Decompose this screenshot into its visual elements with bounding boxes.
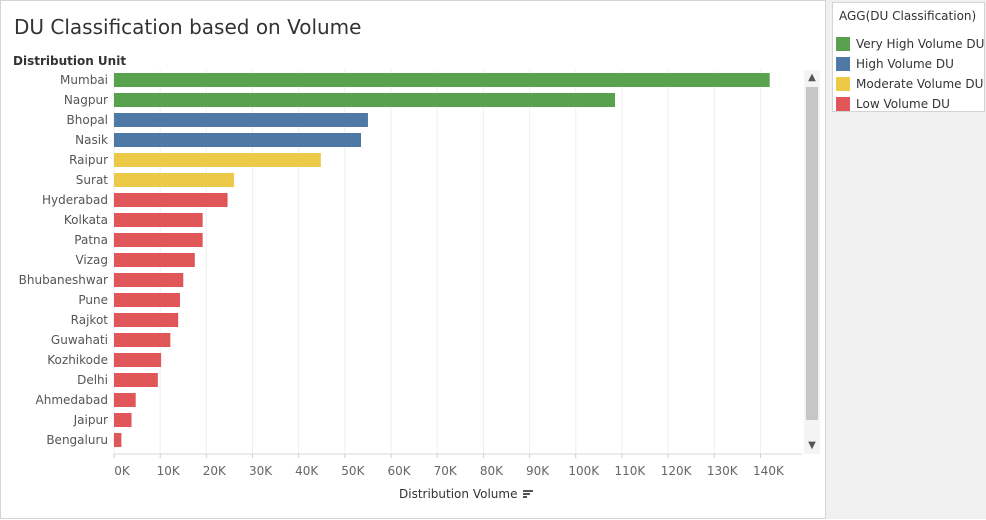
bar-rajkot[interactable]	[114, 313, 179, 327]
legend-item-moderate[interactable]: Moderate Volume DU	[836, 76, 983, 92]
x-tick-label: 140K	[753, 464, 785, 478]
bar-guwahati[interactable]	[114, 333, 171, 347]
category-label: Guwahati	[51, 333, 108, 347]
legend-item-label: Moderate Volume DU	[856, 77, 984, 91]
category-label: Kolkata	[64, 213, 108, 227]
bar-delhi[interactable]	[114, 373, 158, 387]
x-tick-label: 130K	[707, 464, 739, 478]
category-label: Mumbai	[60, 73, 108, 87]
bar-jaipur[interactable]	[114, 413, 132, 427]
category-label: Vizag	[75, 253, 108, 267]
category-label: Raipur	[69, 153, 108, 167]
x-tick-label: 80K	[480, 464, 504, 478]
category-label: Kozhikode	[47, 353, 108, 367]
x-tick-label: 40K	[295, 464, 319, 478]
vertical-scrollbar[interactable]: ▲ ▼	[804, 70, 820, 454]
category-label: Bhubaneshwar	[19, 273, 108, 287]
scroll-down-icon[interactable]: ▼	[808, 440, 816, 451]
bar-nagpur[interactable]	[114, 93, 615, 107]
category-label: Surat	[76, 173, 109, 187]
x-tick-label: 90K	[526, 464, 550, 478]
x-tick-label: 30K	[249, 464, 273, 478]
x-tick-label: 10K	[157, 464, 181, 478]
bar-bhubaneshwar[interactable]	[114, 273, 184, 287]
x-tick-label: 120K	[661, 464, 693, 478]
bar-bengaluru[interactable]	[114, 433, 122, 447]
legend-item-label: Very High Volume DU	[856, 37, 985, 51]
x-tick-label: 100K	[568, 464, 600, 478]
category-label: Nagpur	[64, 93, 108, 107]
bar-raipur[interactable]	[114, 153, 321, 167]
bar-hyderabad[interactable]	[114, 193, 228, 207]
x-tick-label: 0K	[114, 464, 131, 478]
sort-descending-icon[interactable]	[523, 489, 534, 499]
scroll-up-icon[interactable]: ▲	[808, 72, 816, 83]
bar-vizag[interactable]	[114, 253, 195, 267]
bar-mumbai[interactable]	[114, 73, 770, 87]
category-label: Patna	[74, 233, 108, 247]
category-label: Rajkot	[71, 313, 109, 327]
category-label: Hyderabad	[42, 193, 108, 207]
right-pane: AGG(DU Classification) Very High Volume …	[826, 0, 986, 519]
category-label: Jaipur	[73, 413, 108, 427]
bar-patna[interactable]	[114, 233, 203, 247]
bar-nasik[interactable]	[114, 133, 362, 147]
x-tick-label: 110K	[615, 464, 647, 478]
category-label: Ahmedabad	[36, 393, 108, 407]
legend-item-high[interactable]: High Volume DU	[836, 56, 954, 72]
category-label: Bengaluru	[46, 433, 108, 447]
category-label: Pune	[78, 293, 108, 307]
bar-bhopal[interactable]	[114, 113, 368, 127]
color-legend: AGG(DU Classification) Very High Volume …	[832, 2, 985, 112]
category-label: Bhopal	[67, 113, 108, 127]
x-tick-label: 50K	[341, 464, 365, 478]
legend-title: AGG(DU Classification)	[839, 9, 977, 23]
bar-surat[interactable]	[114, 173, 235, 187]
x-tick-label: 60K	[387, 464, 411, 478]
category-label: Delhi	[77, 373, 108, 387]
bar-kolkata[interactable]	[114, 213, 203, 227]
x-tick-label: 20K	[203, 464, 227, 478]
category-label: Nasik	[75, 133, 108, 147]
legend-item-very-high[interactable]: Very High Volume DU	[836, 36, 984, 52]
legend-swatch	[836, 37, 850, 51]
legend-swatch	[836, 97, 850, 111]
bar-chart: 0K 10K 20K 30K 40K 50K 60K 70K 80K 90K 100K 110K 120…	[19, 70, 802, 478]
row-header: Distribution Unit	[13, 54, 127, 68]
viz-pane: DU Classification based on Volume Distri…	[0, 0, 826, 519]
legend-item-label: Low Volume DU	[856, 97, 950, 111]
legend-item-low[interactable]: Low Volume DU	[836, 96, 950, 112]
legend-swatch	[836, 57, 850, 71]
legend-item-label: High Volume DU	[856, 57, 954, 71]
chart-title: DU Classification based on Volume	[14, 15, 362, 39]
scroll-thumb[interactable]	[806, 87, 818, 420]
x-tick-label: 70K	[434, 464, 458, 478]
bar-pune[interactable]	[114, 293, 181, 307]
bar-kozhikode[interactable]	[114, 353, 162, 367]
x-axis-title: Distribution Volume	[399, 487, 534, 501]
bar-ahmedabad[interactable]	[114, 393, 136, 407]
legend-swatch	[836, 77, 850, 91]
x-axis-title-label: Distribution Volume	[399, 487, 518, 501]
